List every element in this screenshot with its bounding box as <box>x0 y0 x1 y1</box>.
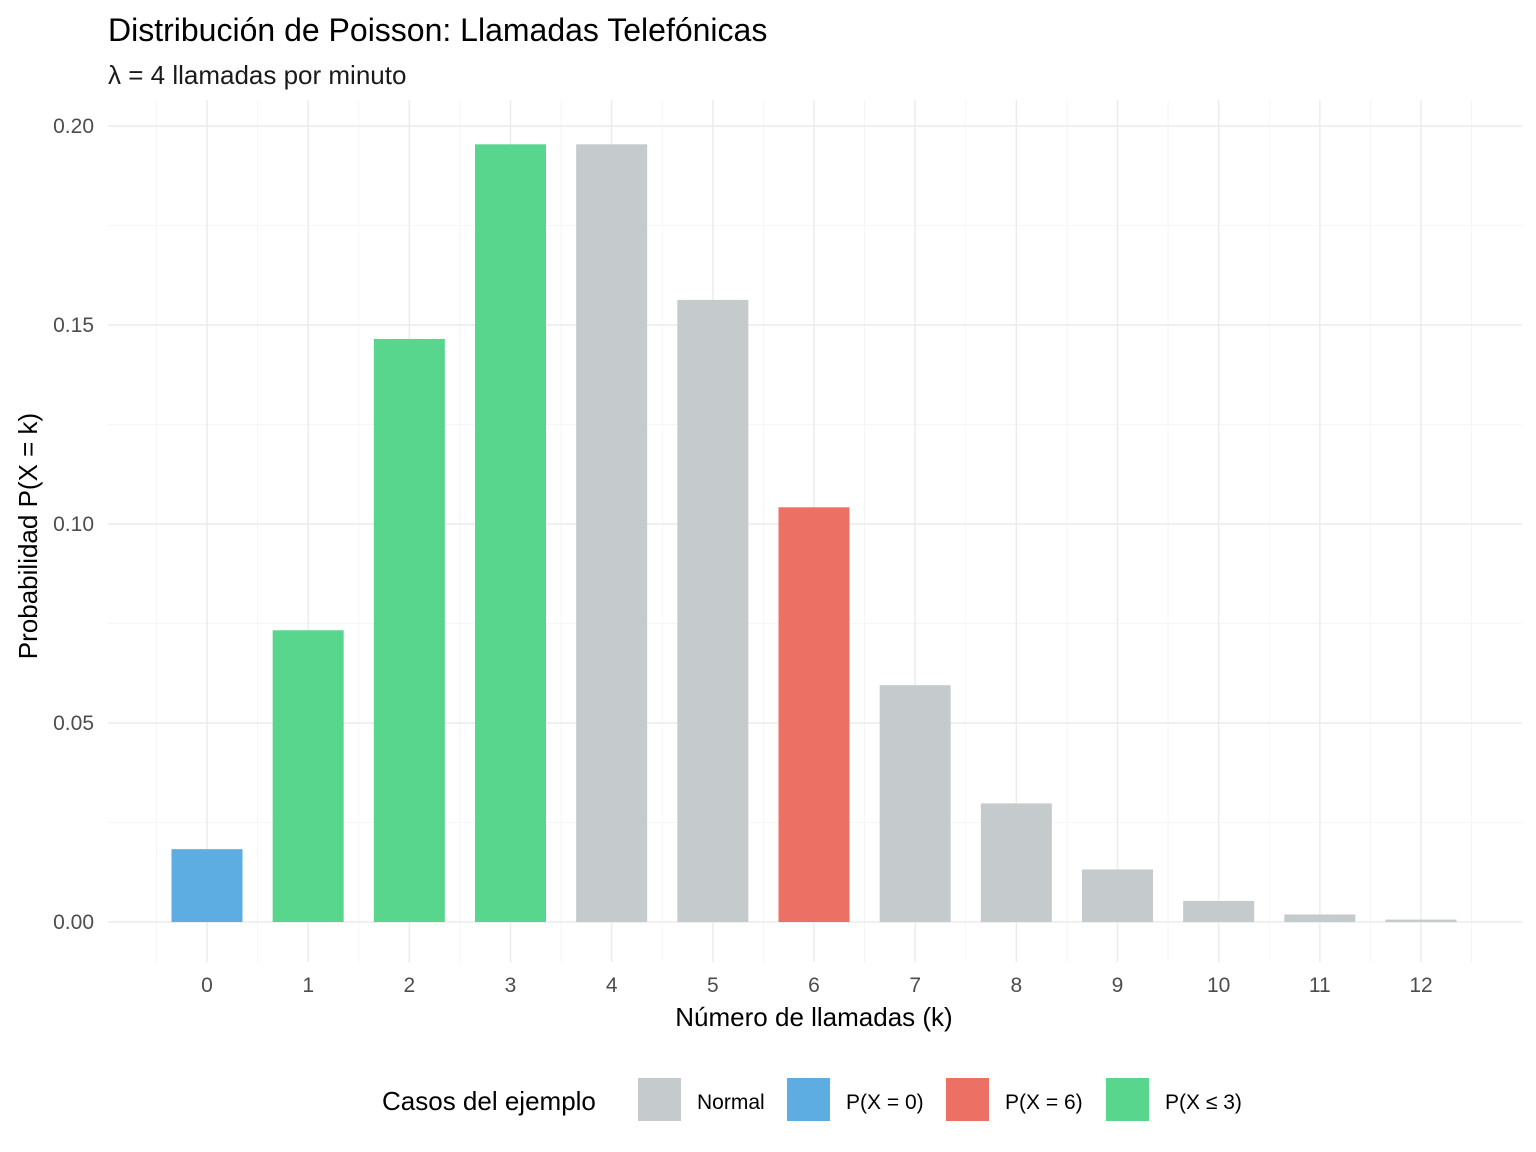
x-axis-ticks: 0 1 2 3 4 5 6 7 8 9 10 11 12 <box>201 974 1433 997</box>
legend-key <box>787 1078 830 1121</box>
y-tick-label: 0.10 <box>53 513 94 536</box>
bar-k-1 <box>272 630 344 922</box>
bar-k-8 <box>980 803 1052 922</box>
bar-k-10 <box>1183 900 1255 922</box>
x-tick-label: 8 <box>1010 974 1022 997</box>
legend-label: P(X = 6) <box>1005 1091 1083 1114</box>
chart-subtitle: λ = 4 llamadas por minuto <box>108 60 406 90</box>
legend-key <box>1106 1078 1149 1121</box>
legend-title: Casos del ejemplo <box>382 1086 596 1116</box>
bar-k-4 <box>576 144 648 923</box>
legend-key <box>638 1078 681 1121</box>
bar-k-3 <box>475 144 546 923</box>
y-tick-label: 0.15 <box>53 314 94 337</box>
bar-k-7 <box>879 685 951 922</box>
x-tick-label: 2 <box>403 974 415 997</box>
y-tick-label: 0.05 <box>53 712 94 735</box>
legend-label: P(X = 0) <box>846 1091 924 1114</box>
y-axis-title: Probabilidad P(X = k) <box>13 413 43 659</box>
x-tick-label: 11 <box>1309 974 1331 997</box>
legend: Casos del ejemplo Normal P(X = 0) P(X = 6)… <box>382 1078 1242 1121</box>
bar-k-5 <box>677 299 749 922</box>
bar-k-6 <box>778 507 850 922</box>
legend-key <box>946 1078 989 1121</box>
bar-k-2 <box>373 338 445 922</box>
x-tick-label: 10 <box>1207 974 1230 997</box>
bar-k-11 <box>1284 914 1356 922</box>
legend-label: Normal <box>697 1091 765 1114</box>
y-axis-ticks: 0.00 0.05 0.10 0.15 0.20 <box>53 115 94 934</box>
bar-k-9 <box>1082 869 1153 922</box>
x-tick-label: 4 <box>606 974 618 997</box>
x-tick-label: 6 <box>808 974 820 997</box>
y-tick-label: 0.00 <box>53 911 94 934</box>
x-tick-label: 0 <box>201 974 213 997</box>
x-tick-label: 12 <box>1409 974 1432 997</box>
bar-k-12 <box>1385 919 1457 922</box>
y-tick-label: 0.20 <box>53 115 94 138</box>
x-tick-label: 5 <box>707 974 719 997</box>
x-axis-title: Número de llamadas (k) <box>675 1002 952 1032</box>
chart-title: Distribución de Poisson: Llamadas Telefó… <box>108 12 767 48</box>
x-tick-label: 1 <box>302 974 314 997</box>
x-tick-label: 7 <box>909 974 921 997</box>
legend-label: P(X ≤ 3) <box>1165 1091 1242 1114</box>
x-tick-label: 9 <box>1112 974 1124 997</box>
bars <box>171 144 1457 923</box>
bar-k-0 <box>171 849 243 922</box>
x-tick-label: 3 <box>505 974 517 997</box>
